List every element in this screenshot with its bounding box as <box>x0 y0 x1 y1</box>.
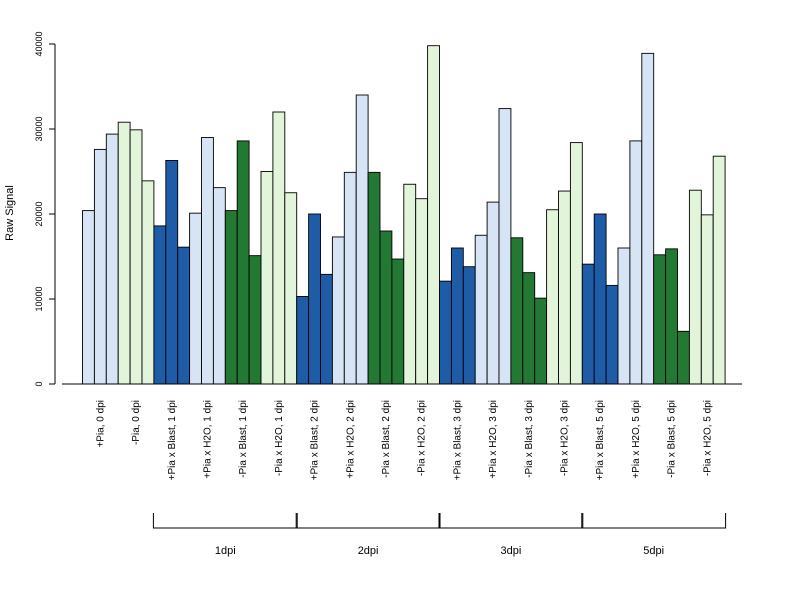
bar <box>391 258 405 385</box>
bar <box>117 121 131 385</box>
x-tick-label: -Pia x H2O, 3 dpi <box>559 400 570 476</box>
group-bracket <box>438 513 584 529</box>
bar <box>367 171 381 385</box>
bar <box>201 137 214 385</box>
bar <box>331 236 345 385</box>
bar <box>284 192 298 385</box>
bar <box>165 159 179 385</box>
y-tick-label: 10000 <box>34 286 44 311</box>
x-tick-labels: +Pia, 0 dpi -Pia, 0 dpi +Pia x Blast, 1 dp… <box>95 400 713 480</box>
bar <box>712 155 726 385</box>
bar <box>212 187 226 385</box>
group-brackets: 1dpi 2dpi 3dpi 5dpi <box>152 513 727 557</box>
bar <box>260 171 274 385</box>
bar <box>546 209 559 385</box>
bar <box>450 247 464 385</box>
x-tick-label: +Pia x H2O, 1 dpi <box>202 400 213 479</box>
bar <box>93 148 107 385</box>
bar <box>665 248 678 385</box>
bar <box>296 296 310 385</box>
x-tick-label: +Pia x Blast, 5 dpi <box>595 400 606 480</box>
bar <box>641 52 655 385</box>
group-bracket <box>581 513 727 529</box>
bar <box>224 210 238 385</box>
x-tick-label: +Pia x Blast, 2 dpi <box>310 400 321 480</box>
bar <box>427 45 440 385</box>
bar <box>320 273 333 385</box>
group-bracket-label: 5dpi <box>643 545 664 557</box>
bar <box>498 108 512 385</box>
group-bracket <box>152 513 298 529</box>
bar <box>355 94 369 385</box>
bar <box>105 133 119 385</box>
y-tick-label: 20000 <box>34 201 44 226</box>
bar <box>415 198 429 385</box>
x-tick-label: -Pia x Blast, 2 dpi <box>381 400 392 478</box>
y-axis: 0 10000 20000 30000 40000 <box>34 31 56 387</box>
bar <box>510 237 524 385</box>
group-bracket-label: 3dpi <box>501 545 522 557</box>
group-bracket-label: 2dpi <box>358 545 379 557</box>
bar <box>343 171 357 385</box>
bars <box>82 45 726 385</box>
bar <box>677 330 690 385</box>
bar <box>236 140 250 385</box>
group-bracket-label: 1dpi <box>215 545 236 557</box>
x-tick-label: -Pia x Blast, 5 dpi <box>667 400 678 478</box>
group-bracket <box>295 513 441 529</box>
bar <box>129 129 143 385</box>
bar <box>653 254 667 385</box>
bar <box>308 213 321 385</box>
bar <box>569 142 583 385</box>
x-tick-label: +Pia x H2O, 3 dpi <box>488 400 499 479</box>
x-tick-label: +Pia x H2O, 5 dpi <box>631 400 642 479</box>
y-tick-label: 40000 <box>34 31 44 56</box>
x-tick-label: -Pia x H2O, 1 dpi <box>274 400 285 476</box>
x-tick-label: -Pia x Blast, 1 dpi <box>238 400 249 478</box>
bar <box>177 246 191 385</box>
bar <box>462 266 476 385</box>
bar <box>522 272 536 385</box>
x-tick-label: -Pia x H2O, 2 dpi <box>417 400 428 476</box>
bar <box>272 111 286 385</box>
bar <box>605 284 619 385</box>
x-tick-label: +Pia x Blast, 3 dpi <box>452 400 463 480</box>
bar <box>153 225 167 385</box>
bar <box>439 280 452 385</box>
bar <box>248 255 262 385</box>
x-tick-label: +Pia, 0 dpi <box>95 400 106 448</box>
x-tick-label: -Pia x Blast, 3 dpi <box>524 400 535 478</box>
bar <box>700 214 714 385</box>
bar <box>403 183 417 385</box>
y-tick-label: 30000 <box>34 116 44 141</box>
y-axis-label: Raw Signal <box>4 185 16 241</box>
x-tick-label: -Pia, 0 dpi <box>131 400 142 445</box>
bar <box>617 247 631 385</box>
bar <box>82 210 95 385</box>
x-tick-label: +Pia x H2O, 2 dpi <box>345 400 356 479</box>
bar <box>189 212 202 385</box>
bar <box>581 263 595 385</box>
y-tick-label: 0 <box>34 381 44 386</box>
bar <box>534 297 548 385</box>
x-tick-label: +Pia x Blast, 1 dpi <box>167 400 178 480</box>
bar <box>558 190 571 385</box>
bar <box>688 189 702 385</box>
x-tick-label: -Pia x H2O, 5 dpi <box>702 400 713 476</box>
bar <box>379 230 393 385</box>
bar <box>141 180 155 385</box>
bar <box>629 140 643 385</box>
bar <box>593 213 607 385</box>
bar <box>486 201 500 385</box>
bar <box>474 234 488 385</box>
